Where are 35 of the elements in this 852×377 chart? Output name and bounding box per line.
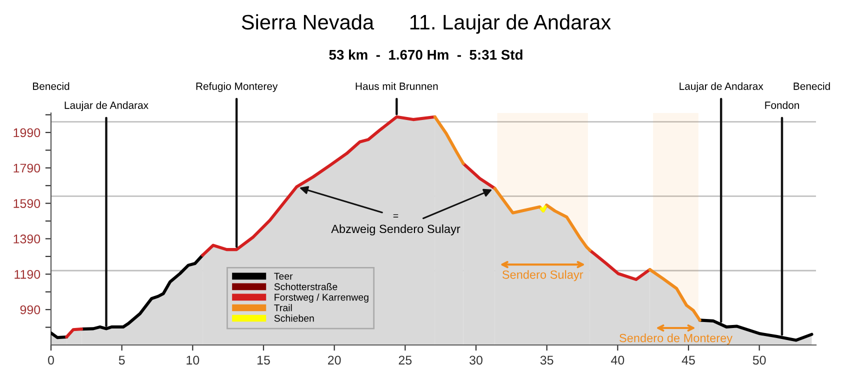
annotation: Laujar de Andarax: [64, 101, 148, 111]
annotation: =: [393, 214, 398, 218]
x-tick-label: 40: [611, 356, 624, 365]
annotation: Haus mit Brunnen: [356, 82, 438, 90]
y-tick-label: 1990: [14, 128, 40, 138]
x-tick-label: 15: [258, 356, 270, 365]
legend-label: Teer: [274, 272, 293, 280]
annotation: Refugio Monterey: [196, 82, 278, 92]
y-tick-label: 1190: [14, 270, 40, 279]
text: Benecid: [33, 82, 70, 90]
y-tick-label: 990: [20, 305, 40, 314]
x-tick-label: 35: [540, 356, 554, 365]
x-tick-label: 10: [186, 356, 200, 365]
x-tick-label: 0: [48, 356, 54, 365]
annotation: Fondon: [765, 101, 799, 109]
y-tick-label: 1390: [14, 234, 40, 244]
x-tick-label: 20: [328, 356, 341, 365]
band-label: Sendero Sulayr: [502, 270, 584, 282]
band-label: Sendero de Monterey: [620, 334, 732, 345]
text: Benecid: [794, 82, 830, 90]
x-tick-label: 50: [752, 356, 766, 365]
chart-title: Sierra Nevada 11. Laujar de Andarax: [242, 14, 611, 34]
legend-label: Schieben: [274, 314, 314, 322]
legend-label: Trail: [274, 304, 292, 312]
y-tick-label: 1790: [14, 164, 40, 173]
chart-subtitle: 53 km - 1.670 Hm - 5:31 Std: [329, 50, 522, 60]
y-tick-label: 1590: [14, 199, 40, 208]
annotation: Abzweig Sendero Sulayr: [331, 224, 460, 236]
annotation: Laujar de Andarax: [680, 82, 764, 92]
x-tick-label: 5: [118, 356, 125, 365]
x-tick-label: 30: [470, 356, 482, 365]
legend-label: Schotterstraße: [274, 283, 338, 290]
x-tick-label: 25: [398, 356, 412, 365]
legend-label: Forstweg / Karrenweg: [274, 294, 368, 303]
x-tick-label: 45: [682, 356, 695, 365]
